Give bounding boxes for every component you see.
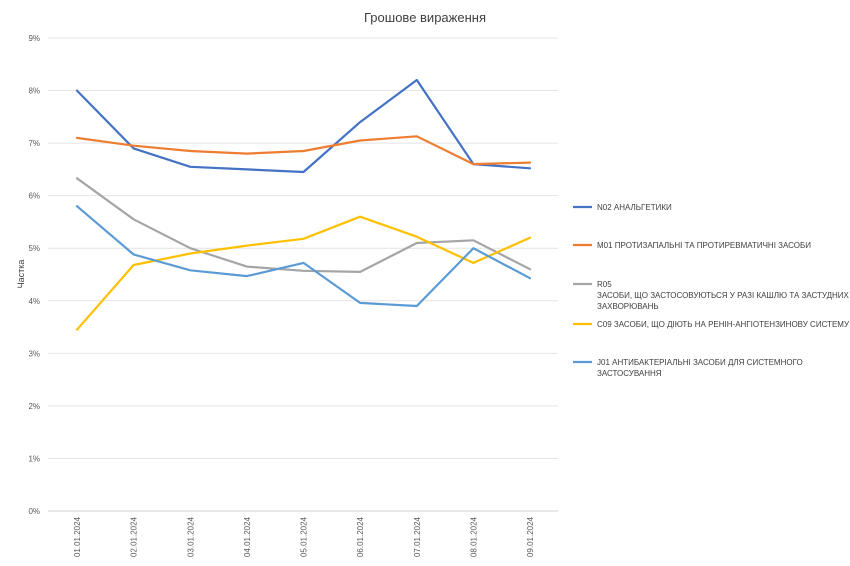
y-tick-label: 7% xyxy=(28,139,40,148)
x-tick-label: 09.01.2024 xyxy=(526,516,535,557)
x-tick-label: 07.01.2024 xyxy=(413,516,422,557)
y-tick-label: 5% xyxy=(28,244,40,253)
series-line xyxy=(75,135,532,166)
legend-entry: M01 ПРОТИЗАПАЛЬНІ ТА ПРОТИРЕВМАТИЧНІ ЗАС… xyxy=(597,241,811,250)
series-line xyxy=(75,177,532,273)
x-axis-ticks: 01.01.2024 02.01.2024 03.01.2024 04.01.2024… xyxy=(73,516,535,557)
x-tick-label: 01.01.2024 xyxy=(73,516,82,557)
x-tick-label: 08.01.2024 xyxy=(469,516,478,557)
series-line xyxy=(75,205,532,308)
legend-entry: R05 ЗАСОБИ, ЩО ЗАСТОСОВУЮТЬСЯ У РАЗІ КАШЛ… xyxy=(597,280,850,311)
y-tick-label: 9% xyxy=(28,34,40,43)
series-lines xyxy=(75,78,532,331)
y-tick-label: 2% xyxy=(28,402,40,411)
y-tick-label: 8% xyxy=(28,87,40,96)
chart-title: Грошове вираження xyxy=(364,10,486,25)
y-tick-label: 1% xyxy=(28,454,40,463)
y-axis-label: Частка xyxy=(16,260,26,289)
legend-entry: C09 ЗАСОБИ, ЩО ДІЮТЬ НА РЕНІН-АНГІОТЕНЗИ… xyxy=(597,320,850,329)
series-line xyxy=(75,78,532,174)
gridlines xyxy=(48,37,558,512)
y-tick-label: 4% xyxy=(28,297,40,306)
y-axis-ticks: 0% 1% 2% 3% 4% 5% 6% 7% 8% 9% xyxy=(28,34,40,516)
x-tick-label: 04.01.2024 xyxy=(243,516,252,557)
legend-entry: J01 АНТИБАКТЕРІАЛЬНІ ЗАСОБИ ДЛЯ СИСТЕМНО… xyxy=(597,358,803,378)
y-tick-label: 6% xyxy=(28,192,40,201)
x-tick-label: 05.01.2024 xyxy=(300,516,309,557)
series-line xyxy=(75,215,532,331)
y-tick-label: 0% xyxy=(28,507,40,516)
legend-entry: N02 АНАЛЬГЕТИКИ xyxy=(597,203,672,212)
x-tick-label: 06.01.2024 xyxy=(356,516,365,557)
x-tick-label: 02.01.2024 xyxy=(130,516,139,557)
x-tick-label: 03.01.2024 xyxy=(186,516,195,557)
legend: N02 АНАЛЬГЕТИКИ M01 ПРОТИЗАПАЛЬНІ ТА ПРОТ… xyxy=(573,203,850,378)
y-tick-label: 3% xyxy=(28,349,40,358)
